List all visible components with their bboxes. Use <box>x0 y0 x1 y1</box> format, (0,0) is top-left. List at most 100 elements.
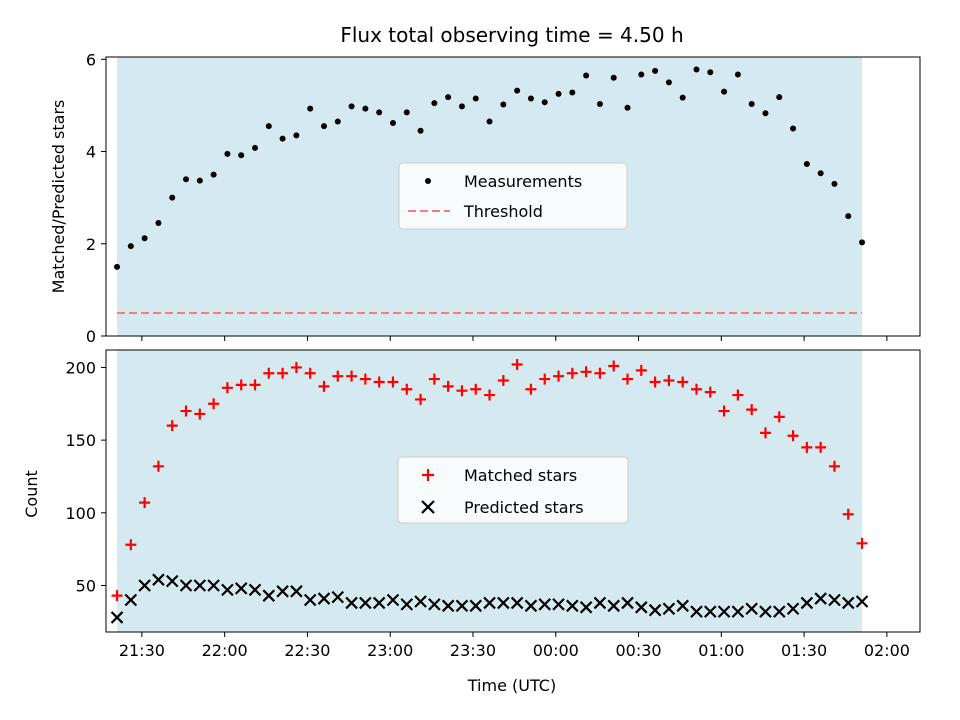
measurements-point <box>265 123 272 130</box>
predicted-stars-point <box>717 605 731 618</box>
predicted-stars-point <box>262 589 276 602</box>
matched-stars-point <box>787 430 799 442</box>
predicted-stars-point <box>441 599 455 613</box>
bottom-legend-box <box>397 456 629 524</box>
predicted-stars-point <box>524 599 538 613</box>
predicted-stars-point <box>855 595 869 608</box>
matched-stars-point <box>553 370 565 382</box>
predicted-stars-point <box>635 601 648 614</box>
matched-stars-point <box>842 508 854 520</box>
top-y-tick-label: 4 <box>86 143 96 162</box>
matched-stars-point <box>732 389 744 401</box>
x-tick-label: 23:30 <box>450 641 496 660</box>
matched-stars-point <box>180 405 192 417</box>
matched-stars-point <box>484 389 496 401</box>
measurements-point <box>224 150 231 157</box>
predicted-stars-point <box>221 583 234 597</box>
measurements-point <box>817 170 824 177</box>
matched-stars-point <box>718 405 730 417</box>
predicted-stars-point <box>690 605 703 618</box>
top-y-axis-label: Matched/Predicted stars <box>49 100 68 294</box>
predicted-stars-point <box>234 582 248 595</box>
measurements-point <box>252 144 259 151</box>
bottom-y-axis-label: Count <box>22 470 41 518</box>
legend-matched-label: Matched stars <box>464 466 577 485</box>
top-y-tick-label: 0 <box>86 327 96 346</box>
matched-stars-point <box>663 375 675 387</box>
measurements-point <box>748 101 755 108</box>
matched-stars-point <box>511 359 523 371</box>
predicted-stars-point <box>704 605 717 618</box>
measurements-point <box>362 105 369 112</box>
x-tick-label: 01:00 <box>698 641 744 660</box>
predicted-stars-point <box>372 596 386 610</box>
measurements-point <box>610 74 617 81</box>
predicted-stars-point <box>469 599 483 613</box>
predicted-stars-point <box>290 585 303 598</box>
predicted-stars-point <box>579 601 593 614</box>
legend-matched-marker <box>422 469 434 481</box>
matched-stars-point <box>470 383 482 395</box>
matched-stars-point <box>690 383 702 395</box>
matched-stars-point <box>415 393 427 405</box>
measurements-point <box>624 104 631 111</box>
measurements-point <box>431 100 438 107</box>
top-legend: Measurements Threshold <box>398 162 628 230</box>
predicted-stars-point <box>800 596 814 610</box>
x-tick-label: 02:00 <box>864 641 910 660</box>
matched-stars-point <box>773 411 785 423</box>
x-tick-label: 00:00 <box>533 641 579 660</box>
measurements-point <box>196 177 203 184</box>
predicted-stars-point <box>165 574 179 588</box>
matched-stars-point <box>290 361 302 373</box>
top-y-tick-label: 2 <box>86 235 96 254</box>
predicted-stars-point <box>428 598 441 611</box>
measurements-point <box>486 118 493 125</box>
predicted-stars-point <box>207 579 220 592</box>
measurements-point <box>776 94 783 101</box>
predicted-stars-point <box>359 596 372 610</box>
predicted-stars-point <box>814 592 827 605</box>
measurements-point <box>583 72 590 79</box>
measurements-point <box>183 176 190 183</box>
measurements-point <box>307 105 314 112</box>
measurements-point <box>472 95 479 102</box>
predicted-stars-point <box>745 602 758 616</box>
predicted-stars-point <box>345 596 358 610</box>
measurements-point <box>403 109 410 116</box>
predicted-stars-point <box>179 579 193 592</box>
predicted-stars-point <box>497 596 510 610</box>
predicted-stars-point <box>510 596 524 610</box>
bottom-y-tick-label: 150 <box>65 431 96 450</box>
predicted-stars-point <box>303 593 317 607</box>
measurements-point <box>141 235 148 242</box>
matched-stars-point <box>815 441 827 453</box>
matched-stars-point <box>442 380 454 392</box>
matched-stars-point <box>594 367 606 379</box>
measurements-point <box>707 69 714 76</box>
measurements-point <box>652 67 659 74</box>
predicted-stars-point <box>648 603 662 617</box>
predicted-stars-point <box>317 592 331 605</box>
measurements-point <box>859 239 866 246</box>
predicted-stars-point <box>772 605 786 618</box>
measurements-point <box>417 127 424 134</box>
matched-stars-point <box>566 367 578 379</box>
predicted-stars-point <box>662 602 676 616</box>
matched-stars-point <box>304 367 316 379</box>
bottom-y-tick-label: 50 <box>76 576 96 595</box>
predicted-stars-point <box>414 595 427 608</box>
measurements-point <box>831 180 838 187</box>
matched-stars-point <box>828 460 840 472</box>
predicted-stars-point <box>110 611 124 624</box>
matched-stars-point <box>497 375 509 387</box>
matched-stars-point <box>166 420 178 432</box>
matched-stars-point <box>387 376 399 388</box>
predicted-stars-point <box>759 605 772 618</box>
bottom-legend: Matched stars Predicted stars <box>397 456 629 524</box>
matched-stars-point <box>608 360 620 372</box>
measurements-point <box>665 79 672 86</box>
bottom-axes-frame <box>105 349 921 633</box>
measurements-point <box>376 109 383 116</box>
chart-title: Flux total observing time = 4.50 h <box>340 23 683 47</box>
